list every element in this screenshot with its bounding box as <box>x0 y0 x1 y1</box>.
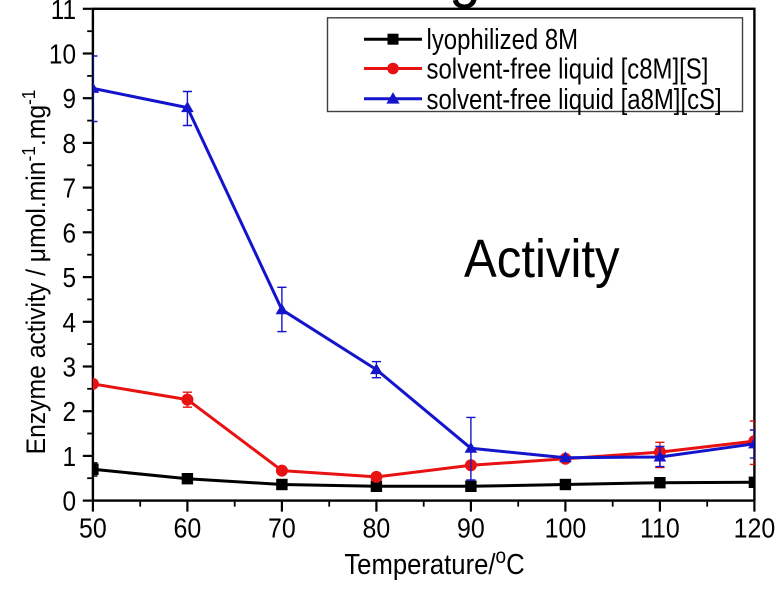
svg-text:100: 100 <box>545 512 587 544</box>
svg-text:g: g <box>449 0 481 9</box>
svg-text:2: 2 <box>62 396 76 428</box>
svg-text:0: 0 <box>62 485 76 517</box>
svg-text:solvent-free liquid [c8M][S]: solvent-free liquid [c8M][S] <box>427 53 709 85</box>
svg-text:70: 70 <box>268 512 296 544</box>
svg-text:solvent-free liquid [a8M][cS]: solvent-free liquid [a8M][cS] <box>427 83 722 115</box>
svg-text:11: 11 <box>51 0 76 25</box>
svg-text:3: 3 <box>62 351 76 383</box>
svg-text:Temperature/oC: Temperature/oC <box>344 545 524 580</box>
svg-text:110: 110 <box>640 512 680 544</box>
svg-text:4: 4 <box>62 306 76 338</box>
svg-text:60: 60 <box>174 512 202 544</box>
svg-text:90: 90 <box>457 512 485 544</box>
svg-text:80: 80 <box>363 512 391 544</box>
svg-text:50: 50 <box>79 512 107 544</box>
svg-text:6: 6 <box>62 217 76 249</box>
svg-text:Enzyme activity / μmol.min-1.m: Enzyme activity / μmol.min-1.mg-1 <box>18 90 51 455</box>
svg-text:1: 1 <box>62 440 76 472</box>
svg-text:8: 8 <box>62 127 76 159</box>
svg-text:Activity: Activity <box>464 228 620 289</box>
svg-text:120: 120 <box>734 512 776 544</box>
svg-text:lyophilized 8M: lyophilized 8M <box>427 23 579 55</box>
svg-text:10: 10 <box>49 38 76 70</box>
svg-text:7: 7 <box>62 172 76 204</box>
svg-text:5: 5 <box>62 261 76 293</box>
svg-text:9: 9 <box>62 83 76 115</box>
